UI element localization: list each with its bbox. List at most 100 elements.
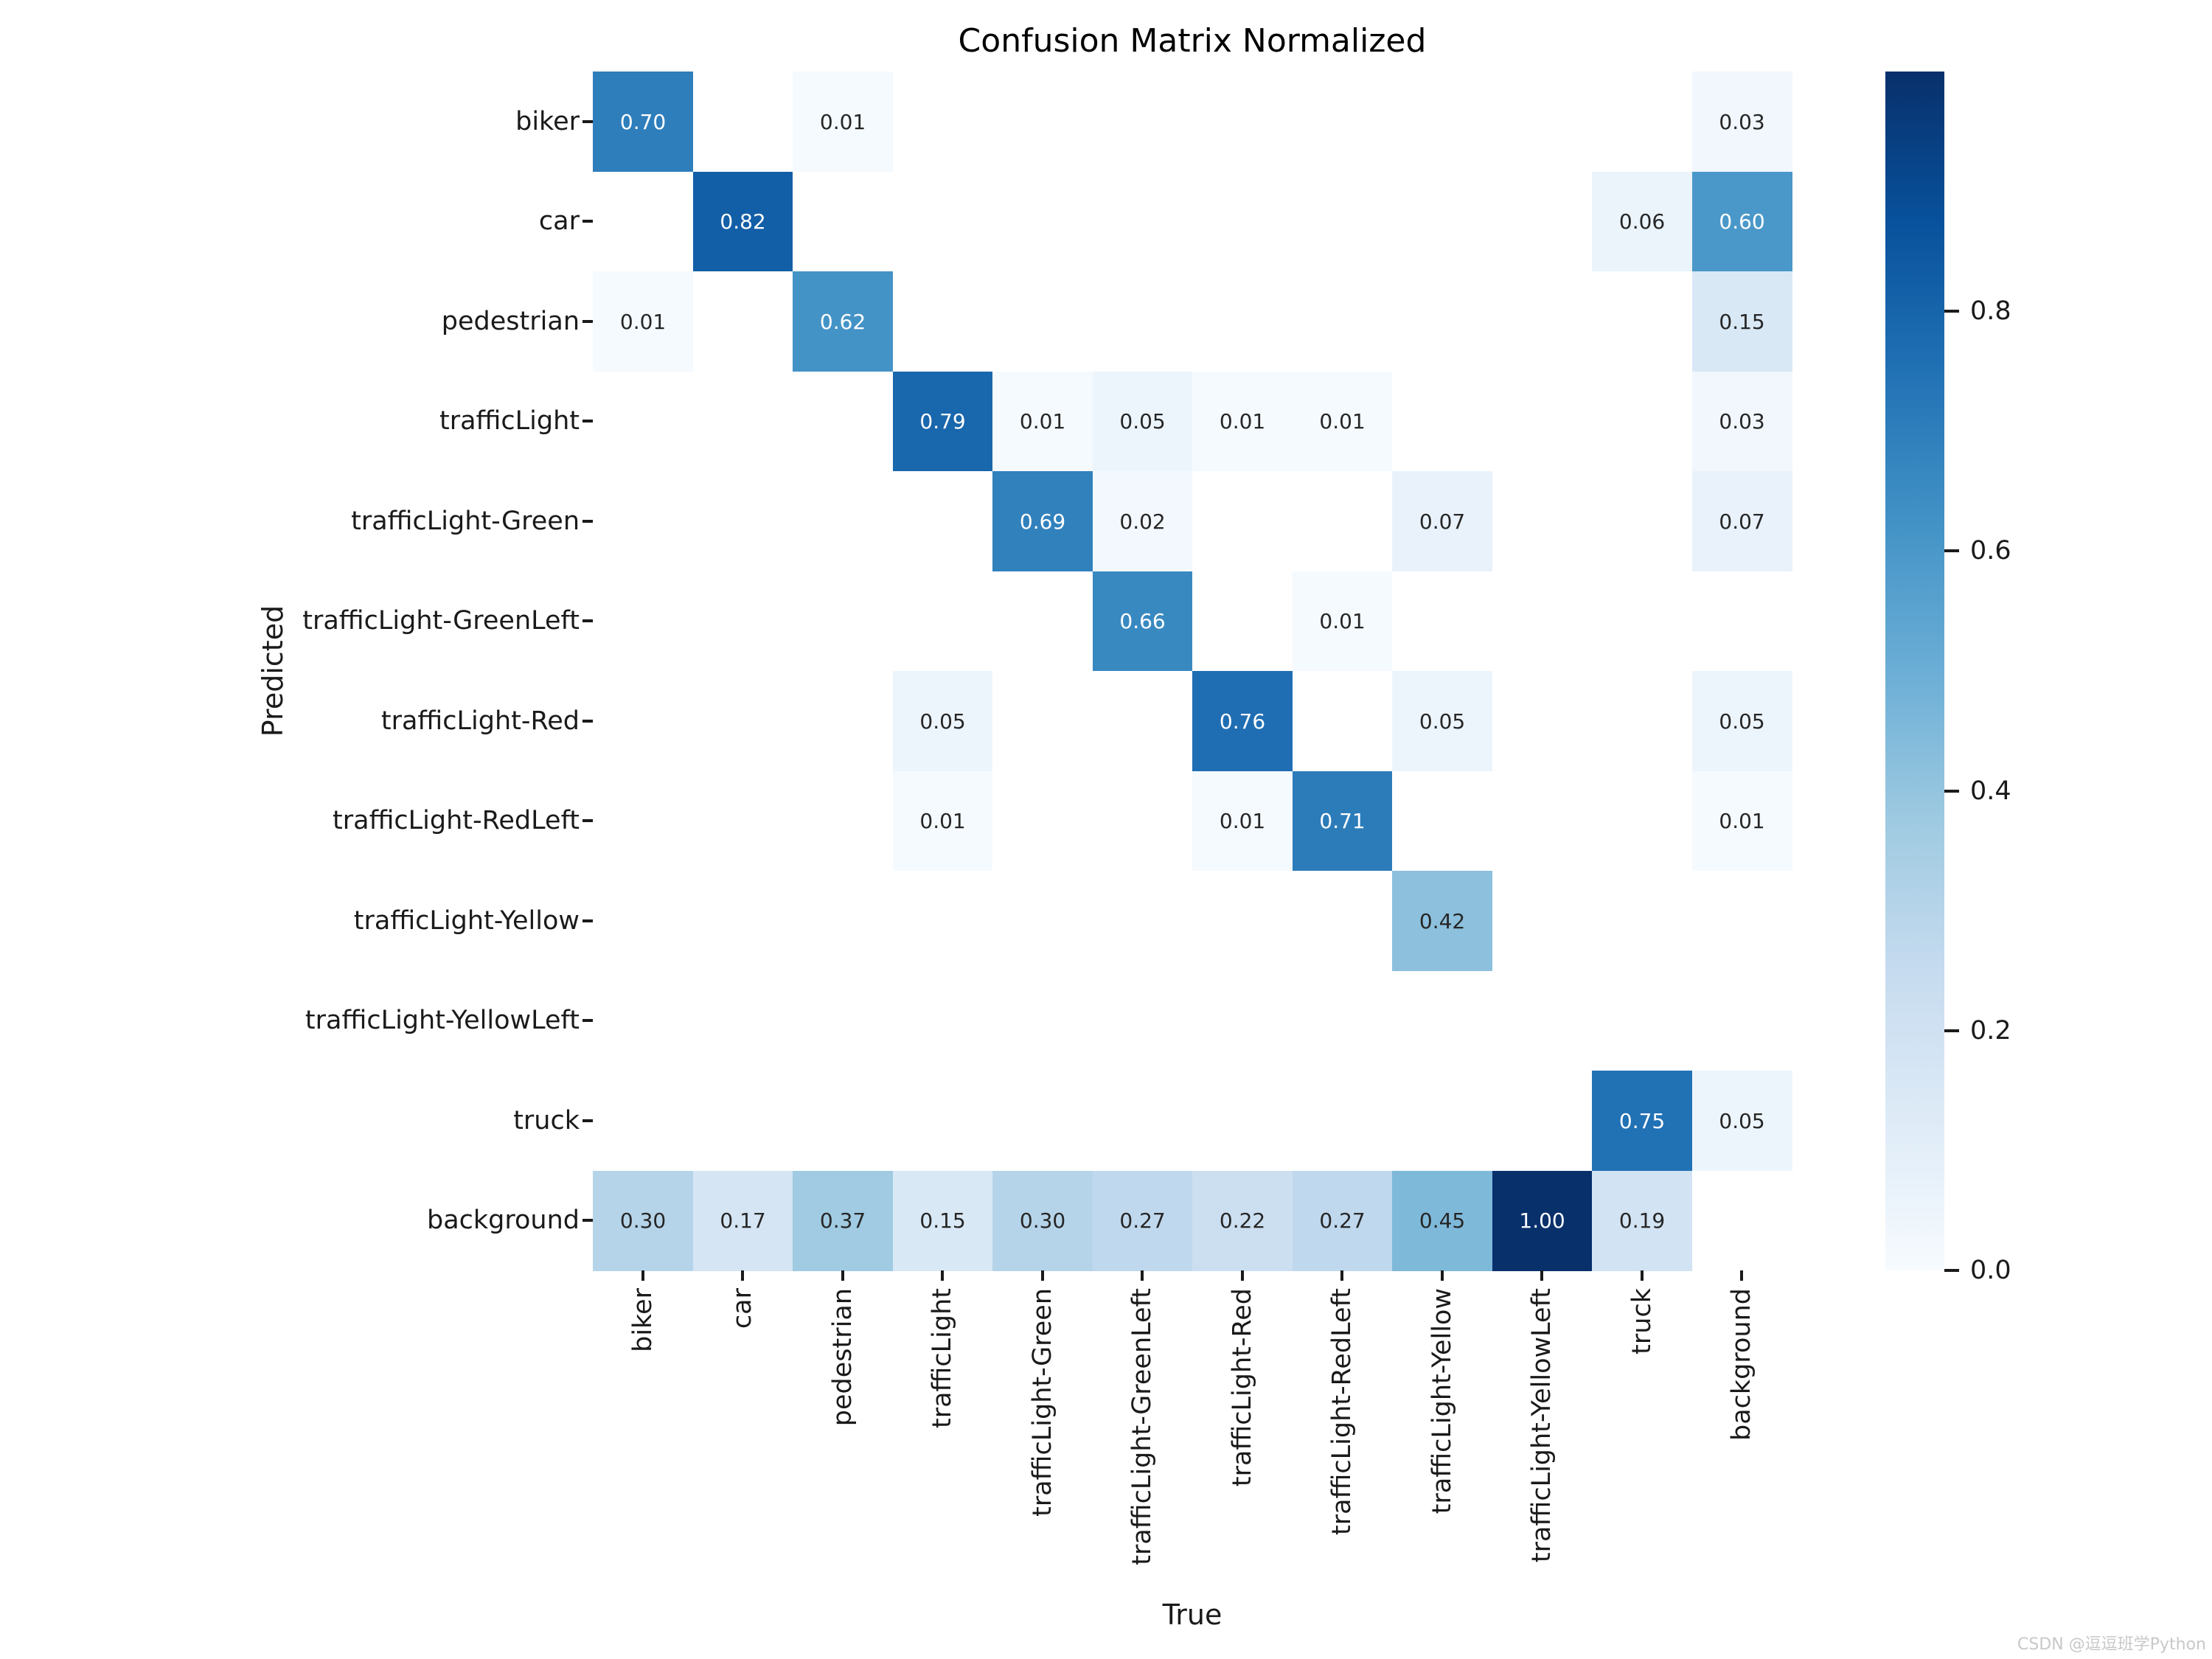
y-tick-mark	[582, 119, 593, 123]
heatmap-cell	[992, 671, 1093, 772]
x-tick-label: car	[728, 1288, 758, 1329]
heatmap-cell	[1292, 970, 1393, 1071]
colorbar-tick-mark	[1944, 1269, 1959, 1272]
y-tick-label: truck	[513, 1105, 580, 1135]
heatmap-cell	[1492, 72, 1593, 173]
heatmap-cell	[892, 970, 993, 1071]
colorbar-tick-label: 0.8	[1970, 296, 2011, 327]
heatmap-cell	[1092, 1071, 1193, 1172]
x-tick-label: pedestrian	[827, 1288, 858, 1427]
heatmap-cell	[1292, 72, 1393, 173]
heatmap-cell: 0.01	[892, 771, 993, 872]
heatmap-cell	[1192, 571, 1293, 672]
heatmap-cell: 0.82	[692, 171, 793, 272]
heatmap-cell	[692, 1071, 793, 1172]
y-tick-label: car	[538, 206, 580, 237]
heatmap-cell: 0.01	[1192, 771, 1293, 872]
x-tick-mark	[741, 1270, 745, 1281]
heatmap-cell	[1492, 1071, 1593, 1172]
heatmap-cell: 0.60	[1691, 171, 1792, 272]
heatmap-cell	[1592, 271, 1693, 372]
heatmap-cell	[593, 371, 694, 472]
heatmap-cell	[1492, 970, 1593, 1071]
heatmap-cell	[1192, 471, 1293, 572]
heatmap-cell: 0.01	[593, 271, 694, 372]
colorbar	[1885, 72, 1944, 1270]
heatmap-cell	[593, 871, 694, 972]
colorbar-tick-mark	[1944, 1029, 1959, 1032]
y-tick-label: pedestrian	[441, 306, 580, 336]
x-tick-label: trafficLight-Red	[1227, 1288, 1257, 1487]
heatmap-cell: 0.01	[1691, 771, 1792, 872]
heatmap-cell	[1292, 271, 1393, 372]
heatmap-cell: 0.76	[1192, 671, 1293, 772]
heatmap-cell	[1691, 1170, 1792, 1271]
heatmap-cell	[593, 571, 694, 672]
heatmap-cell	[793, 171, 894, 272]
heatmap-cell	[692, 72, 793, 173]
heatmap-cell	[1192, 871, 1293, 972]
heatmap-cell	[692, 371, 793, 472]
heatmap-cell	[892, 871, 993, 972]
heatmap-cell	[1492, 171, 1593, 272]
x-tick-label: background	[1727, 1288, 1757, 1441]
heatmap-cell: 0.05	[1392, 671, 1493, 772]
heatmap-cell	[593, 771, 694, 872]
x-tick-mark	[841, 1270, 844, 1281]
y-tick-mark	[582, 1219, 593, 1222]
heatmap-cell: 0.62	[793, 271, 894, 372]
heatmap-cell	[892, 271, 993, 372]
y-tick-mark	[582, 519, 593, 523]
heatmap-cell	[793, 471, 894, 572]
heatmap-cell: 0.66	[1092, 571, 1193, 672]
heatmap-cell: 0.06	[1592, 171, 1693, 272]
colorbar-tick-label: 0.0	[1970, 1256, 2011, 1285]
heatmap-cell	[793, 871, 894, 972]
watermark: CSDN @逗逗班学Python	[2017, 1635, 2206, 1654]
heatmap-cell: 0.71	[1292, 771, 1393, 872]
chart-title: Confusion Matrix Normalized	[958, 22, 1427, 60]
heatmap-cell	[692, 571, 793, 672]
heatmap-cell: 0.27	[1092, 1170, 1193, 1271]
heatmap-cell	[992, 970, 1093, 1071]
heatmap-cell	[1292, 671, 1393, 772]
heatmap-cell	[1492, 371, 1593, 472]
x-tick-mark	[1340, 1270, 1344, 1281]
heatmap-cell: 0.01	[793, 72, 894, 173]
heatmap-cell	[1691, 970, 1792, 1071]
y-tick-mark	[582, 319, 593, 323]
y-tick-mark	[582, 719, 593, 723]
x-tick-label: trafficLight-RedLeft	[1327, 1288, 1357, 1535]
heatmap-cell	[1192, 271, 1293, 372]
x-tick-label: trafficLight	[928, 1288, 958, 1428]
heatmap-cell: 0.01	[992, 371, 1093, 472]
colorbar-tick-label: 0.2	[1970, 1015, 2011, 1046]
heatmap-cell: 0.75	[1592, 1071, 1693, 1172]
heatmap-cell	[1092, 171, 1193, 272]
heatmap-cell	[1592, 371, 1693, 472]
heatmap-cell	[692, 471, 793, 572]
y-tick-label: trafficLight-Yellow	[353, 905, 580, 936]
heatmap-cell	[992, 171, 1093, 272]
y-tick-mark	[582, 1119, 593, 1122]
heatmap-cell	[692, 970, 793, 1071]
heatmap-cell: 0.05	[892, 671, 993, 772]
y-tick-mark	[582, 619, 593, 623]
heatmap-cell	[992, 771, 1093, 872]
heatmap-cell	[1592, 571, 1693, 672]
heatmap-cell	[1492, 871, 1593, 972]
heatmap-cell	[1492, 271, 1593, 372]
heatmap-cell	[1092, 771, 1193, 872]
heatmap-cell	[1492, 471, 1593, 572]
y-tick-mark	[582, 220, 593, 223]
heatmap-cell: 0.01	[1292, 571, 1393, 672]
heatmap-cell	[1392, 271, 1493, 372]
heatmap-cell	[892, 72, 993, 173]
heatmap-cell	[1691, 871, 1792, 972]
y-tick-mark	[582, 420, 593, 423]
heatmap-cell	[1592, 72, 1693, 173]
heatmap-cell	[793, 371, 894, 472]
y-tick-label: trafficLight-RedLeft	[333, 806, 580, 836]
heatmap-cell: 0.01	[1192, 371, 1293, 472]
